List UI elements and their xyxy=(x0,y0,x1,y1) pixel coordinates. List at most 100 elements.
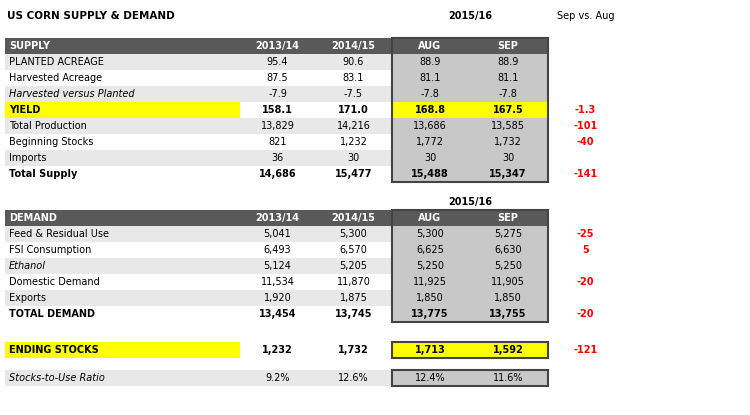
Bar xyxy=(5,370,240,386)
Text: Stocks-to-Use Ratio: Stocks-to-Use Ratio xyxy=(9,373,105,383)
Text: Sep vs. Aug: Sep vs. Aug xyxy=(556,11,614,21)
Bar xyxy=(5,306,240,322)
Bar xyxy=(315,274,392,290)
Text: 1,850: 1,850 xyxy=(494,293,522,303)
Text: 5,300: 5,300 xyxy=(416,229,444,239)
Bar xyxy=(5,242,240,258)
Bar xyxy=(392,166,468,182)
Bar xyxy=(5,226,240,242)
Bar xyxy=(240,38,315,54)
Text: 88.9: 88.9 xyxy=(497,57,519,67)
Text: 1,732: 1,732 xyxy=(338,345,369,355)
Bar xyxy=(392,370,548,386)
Bar xyxy=(315,134,392,150)
Bar xyxy=(468,274,548,290)
Text: 30: 30 xyxy=(502,153,515,163)
Text: 821: 821 xyxy=(268,137,286,147)
Text: TOTAL DEMAND: TOTAL DEMAND xyxy=(9,309,95,319)
Bar xyxy=(392,150,468,166)
Bar xyxy=(392,342,468,358)
Bar xyxy=(5,274,240,290)
Bar xyxy=(548,54,623,70)
Bar xyxy=(315,38,392,54)
Text: 13,775: 13,775 xyxy=(411,309,448,319)
Bar xyxy=(240,54,315,70)
Text: SUPPLY: SUPPLY xyxy=(9,41,50,51)
Text: AUG: AUG xyxy=(419,41,442,51)
Text: 171.0: 171.0 xyxy=(338,105,369,115)
Text: 30: 30 xyxy=(347,153,360,163)
Bar xyxy=(468,54,548,70)
Bar xyxy=(5,70,240,86)
Text: 2014/15: 2014/15 xyxy=(332,41,376,51)
Text: 15,488: 15,488 xyxy=(411,169,448,179)
Text: AUG: AUG xyxy=(419,213,442,223)
Text: 5,250: 5,250 xyxy=(416,261,444,271)
Text: YIELD: YIELD xyxy=(9,105,40,115)
Bar xyxy=(392,54,468,70)
Bar xyxy=(240,86,315,102)
Bar xyxy=(392,210,468,226)
Bar xyxy=(468,150,548,166)
Text: -20: -20 xyxy=(577,277,594,287)
Bar xyxy=(315,102,392,118)
Text: 1,732: 1,732 xyxy=(494,137,522,147)
Text: 36: 36 xyxy=(272,153,284,163)
Bar xyxy=(392,306,468,322)
Bar xyxy=(5,150,240,166)
Text: 11,870: 11,870 xyxy=(337,277,370,287)
Text: 13,454: 13,454 xyxy=(259,309,296,319)
Text: FSI Consumption: FSI Consumption xyxy=(9,245,92,255)
Text: SEP: SEP xyxy=(497,213,518,223)
Text: -101: -101 xyxy=(573,121,598,131)
Bar xyxy=(315,370,392,386)
Text: 14,216: 14,216 xyxy=(337,121,370,131)
Bar xyxy=(315,118,392,134)
Text: Ethanol: Ethanol xyxy=(9,261,46,271)
Bar xyxy=(392,38,548,182)
Text: 1,232: 1,232 xyxy=(262,345,292,355)
Text: DEMAND: DEMAND xyxy=(9,213,57,223)
Text: Imports: Imports xyxy=(9,153,46,163)
Bar xyxy=(240,134,315,150)
Bar xyxy=(5,134,240,150)
Text: 83.1: 83.1 xyxy=(343,73,364,83)
Text: -7.5: -7.5 xyxy=(344,89,363,99)
Bar xyxy=(392,258,468,274)
Bar xyxy=(468,258,548,274)
Bar xyxy=(548,118,623,134)
Bar xyxy=(240,370,315,386)
Text: Harvested Acreage: Harvested Acreage xyxy=(9,73,102,83)
Bar xyxy=(468,242,548,258)
Bar xyxy=(468,134,548,150)
Bar xyxy=(240,210,315,226)
Bar xyxy=(5,166,240,182)
Text: 13,755: 13,755 xyxy=(489,309,526,319)
Text: Beginning Stocks: Beginning Stocks xyxy=(9,137,93,147)
Text: 14,686: 14,686 xyxy=(259,169,296,179)
Text: -7.9: -7.9 xyxy=(268,89,287,99)
Bar xyxy=(315,70,392,86)
Text: 6,625: 6,625 xyxy=(416,245,444,255)
Text: 87.5: 87.5 xyxy=(267,73,288,83)
Bar xyxy=(468,306,548,322)
Bar xyxy=(5,290,240,306)
Text: 1,772: 1,772 xyxy=(416,137,444,147)
Text: Total Production: Total Production xyxy=(9,121,87,131)
Bar xyxy=(392,370,468,386)
Bar xyxy=(392,342,548,358)
Text: 12.6%: 12.6% xyxy=(338,373,369,383)
Text: 11,534: 11,534 xyxy=(260,277,295,287)
Bar xyxy=(240,166,315,182)
Text: 11.6%: 11.6% xyxy=(493,373,524,383)
Text: Total Supply: Total Supply xyxy=(9,169,77,179)
Bar xyxy=(240,342,315,358)
Text: 1,592: 1,592 xyxy=(493,345,524,355)
Text: 13,686: 13,686 xyxy=(413,121,447,131)
Bar xyxy=(548,290,623,306)
Text: 88.9: 88.9 xyxy=(419,57,441,67)
Bar xyxy=(240,118,315,134)
Text: 158.1: 158.1 xyxy=(262,105,293,115)
Text: -141: -141 xyxy=(573,169,598,179)
Text: 1,920: 1,920 xyxy=(264,293,291,303)
